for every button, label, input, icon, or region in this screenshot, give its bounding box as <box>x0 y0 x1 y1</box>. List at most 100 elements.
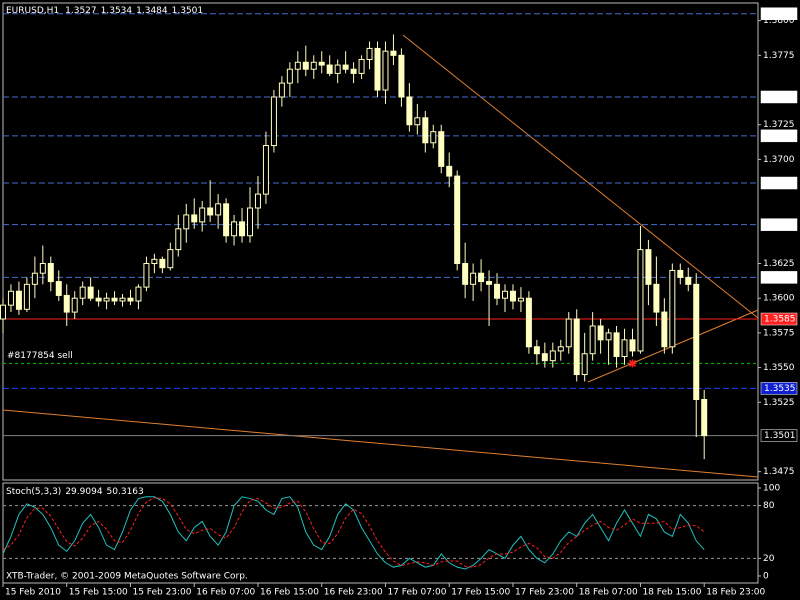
x-tick-label: 16 Feb 07:00 <box>196 588 255 598</box>
candle-body <box>629 339 636 352</box>
candle-body <box>637 249 644 352</box>
y-tick-label: 20 <box>763 554 775 564</box>
candle-body <box>31 272 38 285</box>
x-tick-label: 17 Feb 23:00 <box>515 588 574 598</box>
candle-body <box>414 117 421 126</box>
candle-body <box>127 297 134 302</box>
order-label: #8177854 sell <box>7 351 73 361</box>
level-label-box <box>760 7 798 20</box>
candle-body <box>390 50 397 56</box>
level-label: 1.3615 <box>764 273 796 283</box>
candle-body <box>645 249 652 285</box>
y-tick-label: 1.3600 <box>763 294 795 304</box>
level-label: 1.3717 <box>764 131 796 141</box>
candle-body <box>159 258 166 269</box>
candle-body <box>597 325 604 341</box>
candle-body <box>350 68 357 74</box>
candle-body <box>310 61 317 70</box>
candle-body <box>430 131 437 144</box>
candle-body <box>605 332 612 341</box>
candle-body <box>262 145 269 195</box>
level-label-box <box>760 429 798 442</box>
x-tick-label: 16 Feb 23:00 <box>324 588 383 598</box>
y-tick-label: 1.3525 <box>763 398 795 408</box>
candle-body <box>71 297 78 313</box>
y-tick-label: 80 <box>763 501 775 511</box>
candle-body <box>135 286 142 302</box>
candle-body <box>549 350 556 362</box>
candle-body <box>95 297 102 302</box>
candle-body <box>541 353 548 362</box>
trend-line <box>402 34 759 319</box>
y-tick-label: 1.3800 <box>763 16 795 26</box>
candle-body <box>525 297 532 348</box>
candle-body <box>143 263 150 288</box>
candle-body <box>167 249 174 269</box>
x-tick-label: 16 Feb 15:00 <box>260 588 319 598</box>
candle-body <box>239 221 246 237</box>
order-marker <box>628 359 637 368</box>
level-label-box <box>760 218 798 231</box>
candle-body <box>199 207 206 223</box>
candle-body <box>39 263 46 274</box>
candle-body <box>111 297 118 302</box>
candle-body <box>270 96 277 147</box>
candle-body <box>422 117 429 144</box>
candle-body <box>406 96 413 126</box>
level-label: 1.3745 <box>764 92 796 102</box>
candle-body <box>183 214 190 230</box>
candle-body <box>374 47 381 91</box>
candle-body <box>470 272 477 285</box>
candle-body <box>398 54 405 98</box>
level-label: 1.3805 <box>764 9 796 19</box>
candle-body <box>326 64 333 74</box>
candle-body <box>15 290 22 310</box>
y-tick-label: 1.3575 <box>763 328 795 338</box>
level-label-box <box>760 271 798 284</box>
k-value: 29.9094 <box>65 487 102 497</box>
x-tick-label: 17 Feb 07:00 <box>387 588 446 598</box>
candle-body <box>366 47 373 61</box>
indicator-header: Stoch(5,3,3) 29.9094 50.3163 <box>6 487 144 497</box>
symbol-header: EURUSD,H1 1.3527 1.3534 1.3484 1.3501 <box>6 6 203 16</box>
candle-body <box>7 290 14 306</box>
x-tick-label: 15 Feb 2010 <box>5 588 61 598</box>
candle-body <box>87 286 94 299</box>
candle-body <box>103 297 110 302</box>
level-label-box <box>760 90 798 104</box>
candle-body <box>621 339 628 357</box>
candle-body <box>557 346 564 352</box>
candle-body <box>661 311 668 348</box>
candle-body <box>462 263 469 285</box>
level-label-box <box>760 312 798 326</box>
candle-body <box>0 304 6 320</box>
symbol: EURUSD,H1 <box>6 6 59 16</box>
indicator-frame <box>2 482 759 584</box>
level-label: 1.3653 <box>764 220 796 230</box>
candle-body <box>693 283 700 401</box>
candle-body <box>334 64 341 74</box>
candle-body <box>231 221 238 237</box>
x-tick-label: 15 Feb 23:00 <box>132 588 191 598</box>
y-tick-label: 1.3625 <box>763 259 795 269</box>
x-tick-label: 17 Feb 15:00 <box>451 588 510 598</box>
candle-body <box>589 325 596 355</box>
trend-line <box>2 409 759 478</box>
price-window: 1.3475 1.3525 1.3550 1.3575 1.3600 1.3625 1.37… <box>0 7 798 598</box>
level-label: 1.3683 <box>764 179 796 189</box>
candle-body <box>191 214 198 223</box>
candle-body <box>486 281 493 285</box>
candle-body <box>151 258 158 265</box>
candle-body <box>342 64 349 70</box>
level-label-box <box>760 129 798 143</box>
y-tick-label: 100 <box>763 484 780 494</box>
candle-body <box>517 297 524 302</box>
candle-body <box>565 318 572 348</box>
candle-body <box>533 346 540 355</box>
copyright: XTB-Trader, © 2001-2009 MetaQuotes Softw… <box>6 572 248 582</box>
candle-body <box>215 203 222 216</box>
candle-body <box>47 263 54 283</box>
indicator-window: 0 20 80 100 <box>2 484 780 581</box>
main-frame <box>2 2 759 481</box>
